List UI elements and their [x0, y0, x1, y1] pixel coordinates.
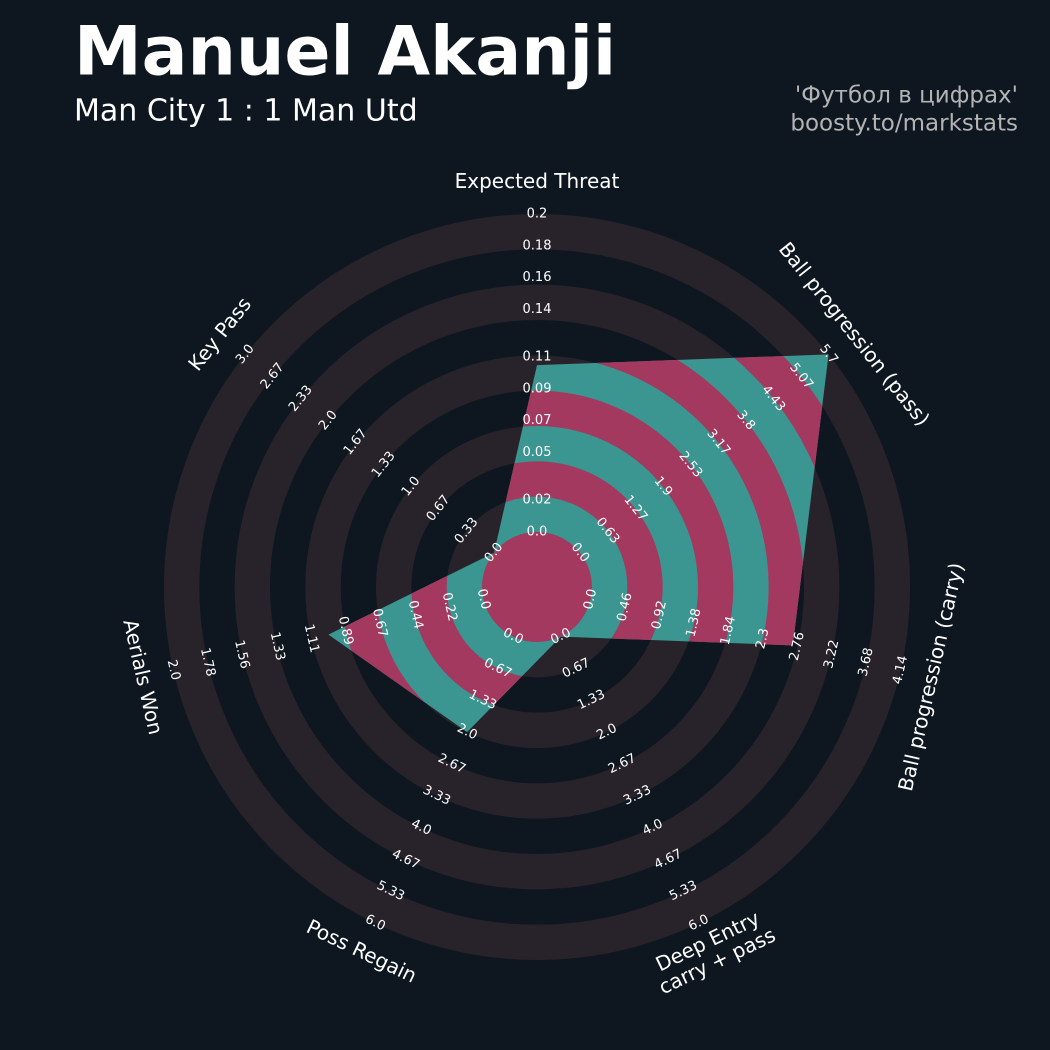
tick-label: 2.0 — [164, 658, 183, 682]
tick-label: 0.2 — [527, 207, 548, 222]
tick-label: 0.44 — [405, 599, 426, 631]
tick-label: 1.78 — [197, 646, 218, 678]
tick-label: 0.46 — [615, 591, 636, 623]
tick-label: 0.16 — [523, 270, 552, 285]
credit: boosty.to/markstats — [790, 111, 1018, 137]
tick-label: 3.22 — [821, 639, 842, 671]
ring — [164, 214, 910, 960]
tick-label: 3.68 — [856, 646, 877, 678]
tick-label: 0.09 — [523, 381, 552, 396]
param-label: Expected Threat — [455, 169, 620, 193]
tick-label: 1.56 — [231, 639, 252, 671]
tick-label: 0.89 — [335, 615, 356, 647]
tick-label: 2.76 — [787, 631, 808, 663]
radar-band — [482, 532, 592, 642]
subtitle: Man City 1 : 1 Man Utd — [74, 94, 418, 129]
tick-label: 0.0 — [581, 587, 600, 611]
tick-label: 0.02 — [523, 493, 552, 508]
ring — [234, 284, 840, 890]
tick-label: 0.07 — [523, 413, 552, 428]
tick-label: 0.18 — [523, 238, 552, 253]
radar-band — [328, 354, 804, 733]
tick-label: 1.33 — [267, 631, 288, 663]
tick-label: 0.0 — [474, 587, 493, 611]
tick-label: 0.14 — [523, 302, 552, 317]
tick-label: 0.05 — [523, 445, 552, 460]
credit: 'Футбол в цифрах' — [795, 83, 1018, 109]
tick-label: 1.11 — [301, 623, 322, 655]
tick-label: 2.3 — [753, 627, 772, 651]
tick-label: 0.92 — [649, 599, 670, 631]
tick-label: 0.22 — [439, 591, 460, 623]
param-label-line: Expected Threat — [455, 169, 620, 193]
tick-label: 1.38 — [683, 607, 704, 639]
tick-label: 0.11 — [523, 350, 552, 365]
title: Manuel Akanji — [74, 13, 616, 92]
tick-label: 1.84 — [718, 615, 739, 647]
tick-label: 0.67 — [369, 607, 390, 639]
tick-label: 0.0 — [527, 525, 548, 540]
tick-label: 4.14 — [890, 654, 911, 686]
